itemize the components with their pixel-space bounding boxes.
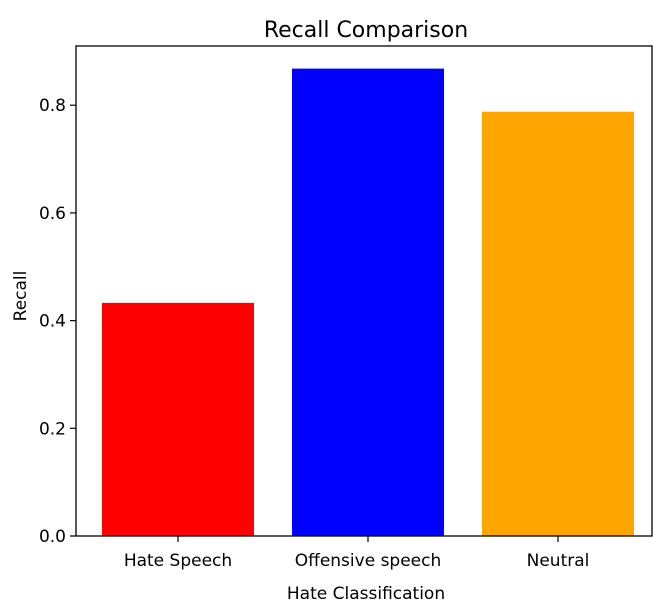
y-tick-label: 0.8 [39,96,66,116]
chart-title: Recall Comparison [264,18,468,43]
y-tick-label: 0.2 [39,419,66,439]
x-tick-label: Offensive speech [295,551,442,571]
y-axis-label: Recall [11,271,31,322]
bar-hate-speech [102,302,254,536]
y-tick-label: 0.4 [39,312,66,332]
x-axis-label: Hate Classification [287,584,445,603]
bar-offensive-speech [292,68,444,536]
plot-frame [75,45,653,537]
y-tick-label: 0.6 [39,204,66,224]
plot-area: Hate Speech Offensive speech Neutral 0.0 0.2… [39,45,653,571]
y-tick-label: 0.0 [39,527,66,547]
x-tick-label: Neutral [527,551,590,571]
bar-neutral [482,111,634,536]
x-tick-label: Hate Speech [124,551,232,571]
